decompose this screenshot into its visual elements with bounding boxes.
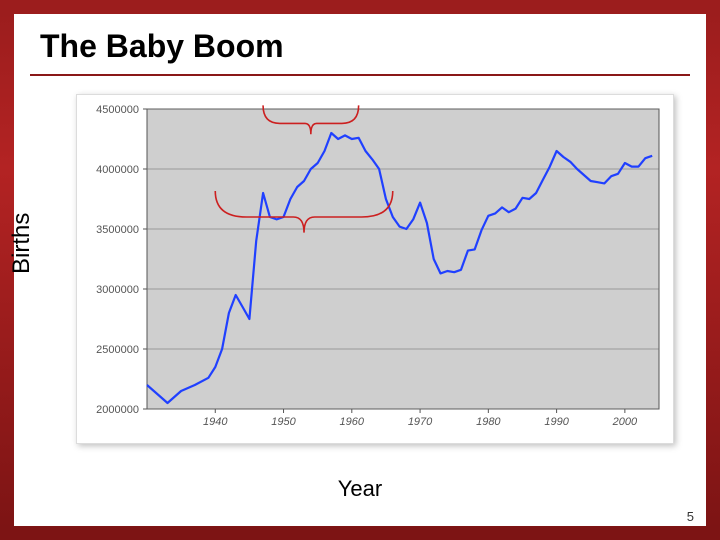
svg-text:1950: 1950: [271, 416, 296, 428]
svg-text:2500000: 2500000: [96, 344, 139, 356]
chart-container: 2000000 2500000 3000000 3500000 4000000 45000…: [76, 94, 674, 444]
y-axis-label: Births: [8, 213, 36, 274]
slide: The Baby Boom Births 2000000 2500000 30000…: [0, 0, 720, 540]
title-underline: [30, 74, 690, 76]
svg-text:1960: 1960: [340, 416, 365, 428]
page-number: 5: [687, 509, 694, 524]
births-line-chart: 2000000 2500000 3000000 3500000 4000000 45000…: [77, 95, 673, 443]
svg-text:2000000: 2000000: [96, 404, 139, 416]
svg-text:4000000: 4000000: [96, 164, 139, 176]
slide-title: The Baby Boom: [40, 28, 284, 65]
svg-text:1990: 1990: [544, 416, 569, 428]
svg-text:1970: 1970: [408, 416, 433, 428]
svg-text:1980: 1980: [476, 416, 501, 428]
svg-text:1940: 1940: [203, 416, 228, 428]
svg-text:3000000: 3000000: [96, 284, 139, 296]
x-axis-label: Year: [14, 476, 706, 502]
svg-text:2000: 2000: [612, 416, 638, 428]
svg-text:3500000: 3500000: [96, 224, 139, 236]
svg-text:4500000: 4500000: [96, 104, 139, 116]
